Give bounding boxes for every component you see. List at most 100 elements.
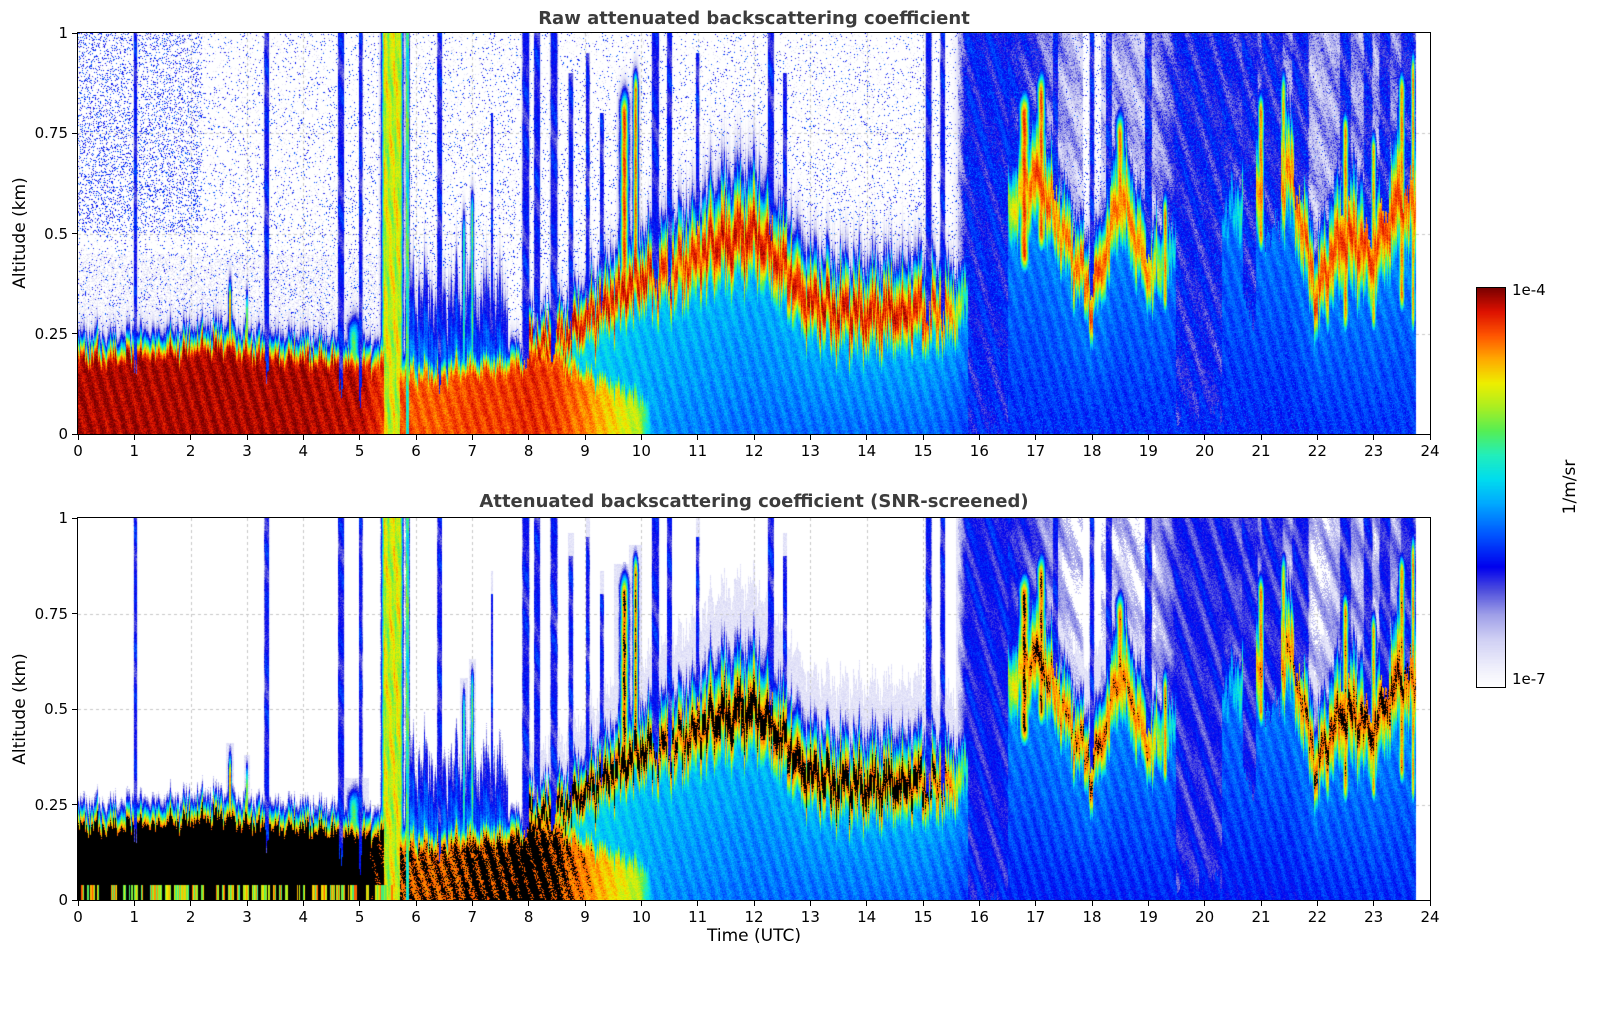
y-tick-label: 0.25 xyxy=(34,324,68,343)
x-tick-label: 5 xyxy=(354,908,365,926)
x-tick xyxy=(1316,901,1318,906)
x-tick xyxy=(133,901,135,906)
x-tick-label: 15 xyxy=(913,908,933,926)
x-tick xyxy=(190,435,192,440)
x-tick-label: 13 xyxy=(800,442,820,460)
x-tick xyxy=(753,435,755,440)
x-tick xyxy=(77,901,79,906)
x-tick xyxy=(866,901,868,906)
x-tick-label: 20 xyxy=(1195,442,1215,460)
x-tick-label: 10 xyxy=(631,442,651,460)
x-tick xyxy=(415,435,417,440)
x-tick xyxy=(528,901,530,906)
x-tick-label: 17 xyxy=(1026,442,1046,460)
x-tick xyxy=(1429,901,1431,906)
x-tick xyxy=(1260,901,1262,906)
x-tick-label: 24 xyxy=(1420,442,1440,460)
x-tick-label: 7 xyxy=(467,442,478,460)
colorbar xyxy=(1476,287,1506,688)
x-tick-label: 19 xyxy=(1138,442,1158,460)
x-tick xyxy=(1316,435,1318,440)
y-tick xyxy=(72,333,77,335)
colorbar-canvas xyxy=(1477,288,1505,687)
y-tick xyxy=(72,132,77,134)
x-tick-label: 0 xyxy=(73,442,83,460)
x-tick xyxy=(302,435,304,440)
x-tick-label: 3 xyxy=(242,442,252,460)
x-tick xyxy=(978,901,980,906)
x-tick xyxy=(1147,901,1149,906)
x-tick xyxy=(584,901,586,906)
x-tick xyxy=(1204,901,1206,906)
x-tick-label: 6 xyxy=(411,442,421,460)
x-tick-label: 18 xyxy=(1082,908,1102,926)
x-tick-label: 12 xyxy=(744,442,764,460)
y-tick-label: 1 xyxy=(58,24,68,42)
y-tick xyxy=(72,613,77,614)
x-tick xyxy=(246,901,248,906)
x-tick-label: 5 xyxy=(354,442,365,460)
x-tick xyxy=(77,435,79,440)
x-tick-label: 7 xyxy=(467,908,478,926)
x-tick xyxy=(1429,435,1431,440)
x-tick-label: 14 xyxy=(857,442,877,460)
y-tick xyxy=(72,708,77,710)
y-tick-label: 0 xyxy=(58,891,68,909)
x-tick-label: 20 xyxy=(1195,908,1215,926)
x-tick xyxy=(415,901,417,906)
x-tick xyxy=(471,435,473,440)
y-tick-label: 0 xyxy=(58,425,68,443)
x-tick-label: 12 xyxy=(744,908,764,926)
x-tick-label: 0 xyxy=(73,908,83,926)
heatmap-raw-canvas xyxy=(78,33,1430,434)
x-tick xyxy=(584,435,586,440)
x-tick-label: 6 xyxy=(411,908,421,926)
x-tick-label: 15 xyxy=(913,442,933,460)
x-tick-label: 13 xyxy=(800,908,820,926)
x-tick-label: 21 xyxy=(1251,442,1271,460)
x-tick xyxy=(922,901,924,906)
x-tick-label: 17 xyxy=(1026,908,1046,926)
x-tick xyxy=(866,435,868,440)
x-tick-label: 21 xyxy=(1251,908,1271,926)
x-tick xyxy=(809,435,811,440)
x-tick xyxy=(697,901,699,906)
x-tick xyxy=(302,901,304,906)
x-tick xyxy=(697,435,699,440)
x-tick-label: 9 xyxy=(580,908,590,926)
x-tick-label: 23 xyxy=(1364,908,1384,926)
x-tick xyxy=(1091,901,1093,906)
x-tick-label: 10 xyxy=(631,908,651,926)
panel2-title: Attenuated backscattering coefficient (S… xyxy=(479,491,1029,512)
y-tick-label: 1 xyxy=(58,509,68,527)
x-tick xyxy=(190,901,192,906)
x-tick-label: 11 xyxy=(688,442,708,460)
x-tick xyxy=(1373,435,1375,440)
panel1-title: Raw attenuated backscattering coefficien… xyxy=(538,8,970,29)
x-tick xyxy=(922,435,924,440)
x-tick-label: 11 xyxy=(688,908,708,926)
x-tick xyxy=(640,435,642,440)
x-tick xyxy=(1373,901,1375,906)
x-tick-label: 2 xyxy=(185,908,196,926)
x-tick xyxy=(1204,435,1206,440)
x-tick xyxy=(640,901,642,906)
x-tick-label: 16 xyxy=(969,442,989,460)
y-tick xyxy=(72,32,77,34)
y-tick xyxy=(72,433,77,435)
x-tick-label: 9 xyxy=(580,442,590,460)
x-tick xyxy=(133,435,135,440)
x-tick-label: 23 xyxy=(1364,442,1384,460)
x-tick xyxy=(978,435,980,440)
colorbar-unit-label: 1/m/sr xyxy=(1560,459,1580,515)
x-tick-label: 18 xyxy=(1082,442,1102,460)
x-tick xyxy=(1260,435,1262,440)
x-axis-title: Time (UTC) xyxy=(707,926,801,946)
x-tick xyxy=(359,435,361,440)
x-tick-label: 4 xyxy=(298,442,309,460)
x-tick xyxy=(1035,901,1037,906)
y-tick-label: 0.75 xyxy=(34,124,68,143)
y-tick-label: 0.25 xyxy=(34,795,68,814)
x-tick xyxy=(246,435,248,440)
